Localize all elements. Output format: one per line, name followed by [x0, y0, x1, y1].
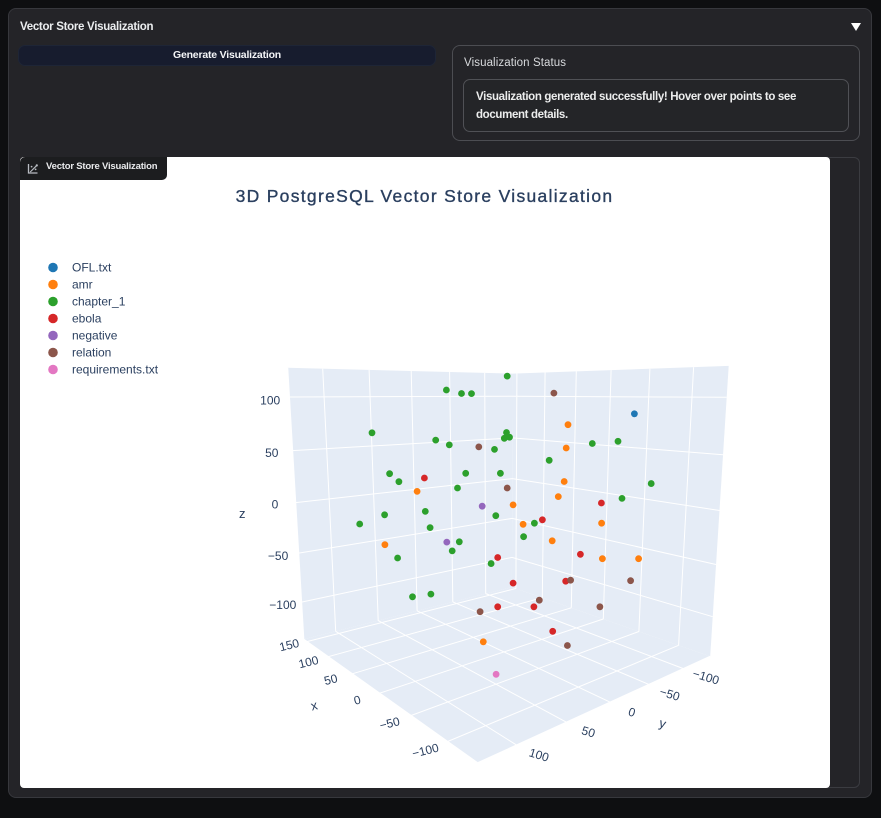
svg-text:negative: negative [72, 329, 118, 343]
svg-text:amr: amr [72, 278, 93, 292]
svg-text:0: 0 [627, 705, 638, 720]
svg-text:z: z [239, 506, 246, 521]
svg-text:−100: −100 [411, 740, 441, 760]
svg-text:relation: relation [72, 346, 111, 360]
svg-text:ebola: ebola [72, 312, 102, 326]
svg-text:3D PostgreSQL Vector Store Vis: 3D PostgreSQL Vector Store Visualization [236, 186, 614, 206]
svg-text:−100: −100 [691, 666, 721, 687]
svg-text:y: y [657, 715, 668, 731]
svg-text:0: 0 [352, 693, 362, 708]
svg-text:100: 100 [527, 745, 551, 764]
svg-text:chapter_1: chapter_1 [72, 295, 126, 309]
svg-text:50: 50 [265, 446, 279, 460]
svg-text:0: 0 [272, 497, 279, 511]
svg-text:50: 50 [323, 671, 340, 688]
svg-text:requirements.txt: requirements.txt [72, 363, 159, 377]
svg-text:x: x [309, 697, 319, 713]
svg-text:−50: −50 [658, 685, 682, 704]
svg-text:100: 100 [260, 393, 280, 407]
svg-text:50: 50 [580, 723, 597, 740]
svg-text:−50: −50 [268, 549, 289, 563]
svg-text:−100: −100 [269, 598, 296, 612]
svg-text:100: 100 [297, 653, 320, 672]
svg-text:−50: −50 [378, 714, 401, 733]
svg-text:150: 150 [278, 636, 301, 655]
svg-text:OFL.txt: OFL.txt [72, 261, 112, 275]
